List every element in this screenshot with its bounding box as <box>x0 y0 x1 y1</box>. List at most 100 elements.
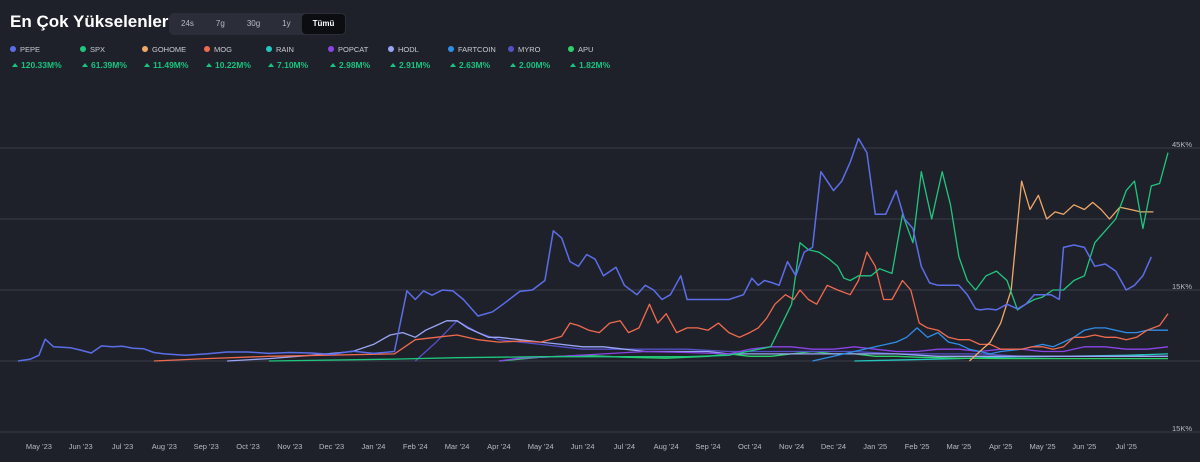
x-tick-label: Jul '23 <box>112 442 133 451</box>
legend: PEPE 120.33M% SPX 61.39M% GOHOME 11.49M%… <box>10 44 628 70</box>
legend-label: MOG <box>214 44 232 54</box>
mog-dot-icon <box>204 46 210 52</box>
legend-item-gohome[interactable]: GOHOME 11.49M% <box>142 44 194 70</box>
up-arrow-icon <box>570 63 576 67</box>
series-line-mog[interactable] <box>153 251 1169 362</box>
series-line-fartcoin[interactable] <box>812 327 1169 362</box>
up-arrow-icon <box>330 63 336 67</box>
x-tick-label: Sep '23 <box>194 442 219 451</box>
spx-dot-icon <box>80 46 86 52</box>
y-axis: 45K% 15K% 15K% <box>1172 140 1192 433</box>
x-tick-label: Apr '25 <box>989 442 1013 451</box>
legend-label: GOHOME <box>152 44 187 54</box>
x-tick-label: Aug '23 <box>152 442 177 451</box>
tab-30g[interactable]: 30g <box>246 19 261 28</box>
x-tick-label: Jul '24 <box>614 442 635 451</box>
y-tick-label: 45K% <box>1172 140 1192 149</box>
legend-label: FARTCOIN <box>458 44 496 54</box>
x-tick-label: Dec '23 <box>319 442 344 451</box>
tab-7g[interactable]: 7g <box>215 19 225 28</box>
x-tick-label: Oct '24 <box>738 442 762 451</box>
x-tick-label: May '25 <box>1030 442 1056 451</box>
x-tick-label: Feb '24 <box>403 442 428 451</box>
series-line-spx[interactable] <box>268 152 1169 362</box>
legend-change: 120.33M% <box>21 60 62 70</box>
legend-item-apu[interactable]: APU 1.82M% <box>568 44 618 70</box>
x-tick-label: Nov '23 <box>277 442 302 451</box>
legend-change: 2.98M% <box>339 60 371 70</box>
series-line-gohome[interactable] <box>968 180 1154 362</box>
legend-change: 2.91M% <box>399 60 431 70</box>
up-arrow-icon <box>450 63 456 67</box>
up-arrow-icon <box>12 63 18 67</box>
up-arrow-icon <box>268 63 274 67</box>
legend-change: 61.39M% <box>91 60 127 70</box>
popcat-dot-icon <box>328 46 334 52</box>
series-line-popcat[interactable] <box>498 346 1169 362</box>
legend-item-spx[interactable]: SPX 61.39M% <box>80 44 132 70</box>
x-tick-label: Jun '25 <box>1072 442 1096 451</box>
x-tick-label: Jul '25 <box>1115 442 1136 451</box>
page-title: En Çok Yükselenler <box>10 12 169 31</box>
legend-label: HODL <box>398 44 419 54</box>
legend-change: 2.00M% <box>519 60 551 70</box>
legend-label: POPCAT <box>338 44 369 54</box>
legend-item-fartcoin[interactable]: FARTCOIN 2.63M% <box>448 44 498 70</box>
x-tick-label: Jun '23 <box>69 442 93 451</box>
series-line-hodl[interactable] <box>227 320 1168 362</box>
apu-dot-icon <box>568 46 574 52</box>
pepe-dot-icon <box>10 46 16 52</box>
legend-label: MYRO <box>518 44 541 54</box>
up-arrow-icon <box>206 63 212 67</box>
legend-label: PEPE <box>20 44 41 54</box>
legend-item-rain[interactable]: RAIN 7.10M% <box>266 44 318 70</box>
legend-change: 10.22M% <box>215 60 251 70</box>
legend-label: APU <box>578 44 594 54</box>
tab-24s[interactable]: 24s <box>181 19 194 28</box>
x-tick-label: Sep '24 <box>695 442 720 451</box>
legend-change: 7.10M% <box>277 60 309 70</box>
series-lines <box>17 137 1169 362</box>
legend-label: SPX <box>90 44 106 54</box>
up-arrow-icon <box>390 63 396 67</box>
x-tick-label: Dec '24 <box>821 442 846 451</box>
tab-tumu[interactable]: Tümü <box>301 14 346 34</box>
x-tick-label: Oct '23 <box>236 442 260 451</box>
x-tick-label: Aug '24 <box>654 442 679 451</box>
tab-1y[interactable]: 1y <box>282 19 291 28</box>
series-line-rain[interactable] <box>854 353 1169 362</box>
x-tick-label: Jan '25 <box>863 442 887 451</box>
legend-item-popcat[interactable]: POPCAT 2.98M% <box>328 44 378 70</box>
legend-item-hodl[interactable]: HODL 2.91M% <box>388 44 438 70</box>
y-tick-label: 15K% <box>1172 282 1192 291</box>
up-arrow-icon <box>82 63 88 67</box>
legend-change: 1.82M% <box>579 60 611 70</box>
gohome-dot-icon <box>142 46 148 52</box>
x-tick-label: Apr '24 <box>487 442 511 451</box>
timeframe-tabs: 24s 7g 30g 1y Tümü <box>169 13 347 35</box>
x-tick-label: May '24 <box>528 442 554 451</box>
grid <box>0 147 1200 433</box>
series-line-pepe[interactable] <box>17 137 1152 362</box>
legend-change: 2.63M% <box>459 60 491 70</box>
up-arrow-icon <box>144 63 150 67</box>
myro-dot-icon <box>508 46 514 52</box>
y-tick-label: 15K% <box>1172 424 1192 433</box>
x-axis: May '23 Jun '23 Jul '23 Aug '23 Sep '23 Oct '… <box>26 442 1137 451</box>
legend-item-pepe[interactable]: PEPE 120.33M% <box>10 44 70 70</box>
x-tick-label: Jan '24 <box>361 442 385 451</box>
x-tick-label: Nov '24 <box>779 442 804 451</box>
legend-item-mog[interactable]: MOG 10.22M% <box>204 44 256 70</box>
x-tick-label: Feb '25 <box>905 442 930 451</box>
x-tick-label: Jun '24 <box>571 442 595 451</box>
legend-item-myro[interactable]: MYRO 2.00M% <box>508 44 558 70</box>
legend-change: 11.49M% <box>153 60 189 70</box>
x-tick-label: Mar '25 <box>947 442 972 451</box>
up-arrow-icon <box>510 63 516 67</box>
rain-dot-icon <box>266 46 272 52</box>
hodl-dot-icon <box>388 46 394 52</box>
legend-label: RAIN <box>276 44 294 54</box>
x-tick-label: May '23 <box>26 442 52 451</box>
x-tick-label: Mar '24 <box>445 442 470 451</box>
